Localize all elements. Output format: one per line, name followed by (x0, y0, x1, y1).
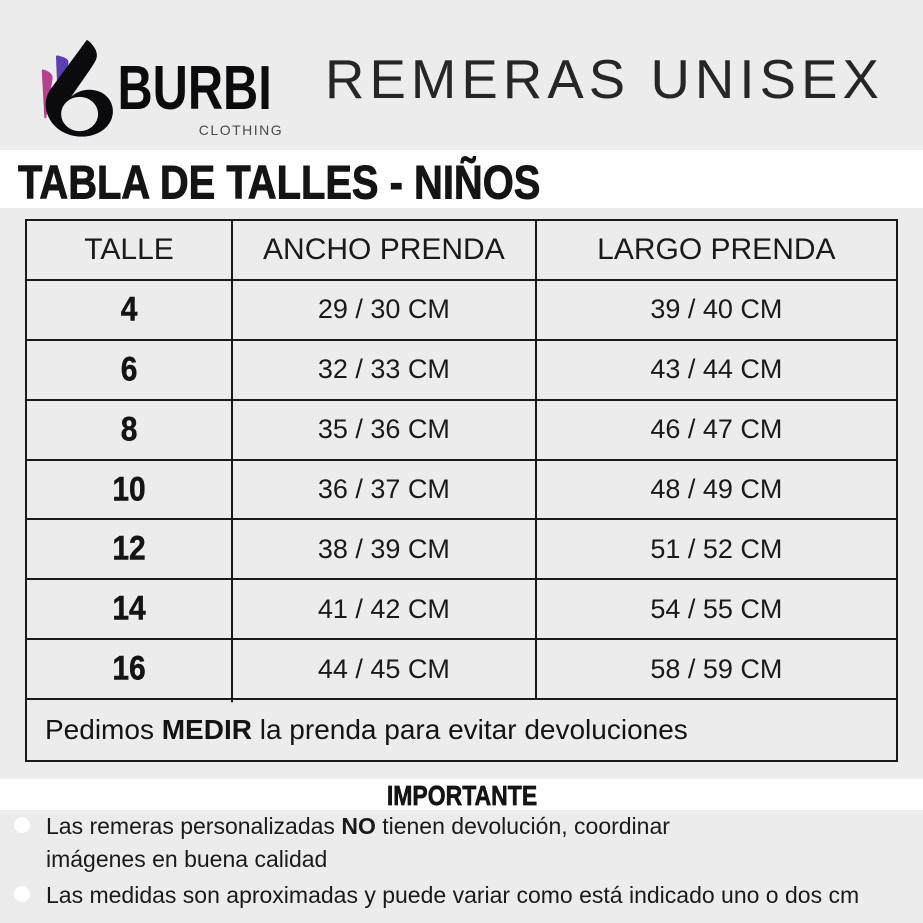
svg-text:CLOTHING: CLOTHING (199, 122, 283, 138)
svg-text:BURBI: BURBI (118, 53, 272, 122)
